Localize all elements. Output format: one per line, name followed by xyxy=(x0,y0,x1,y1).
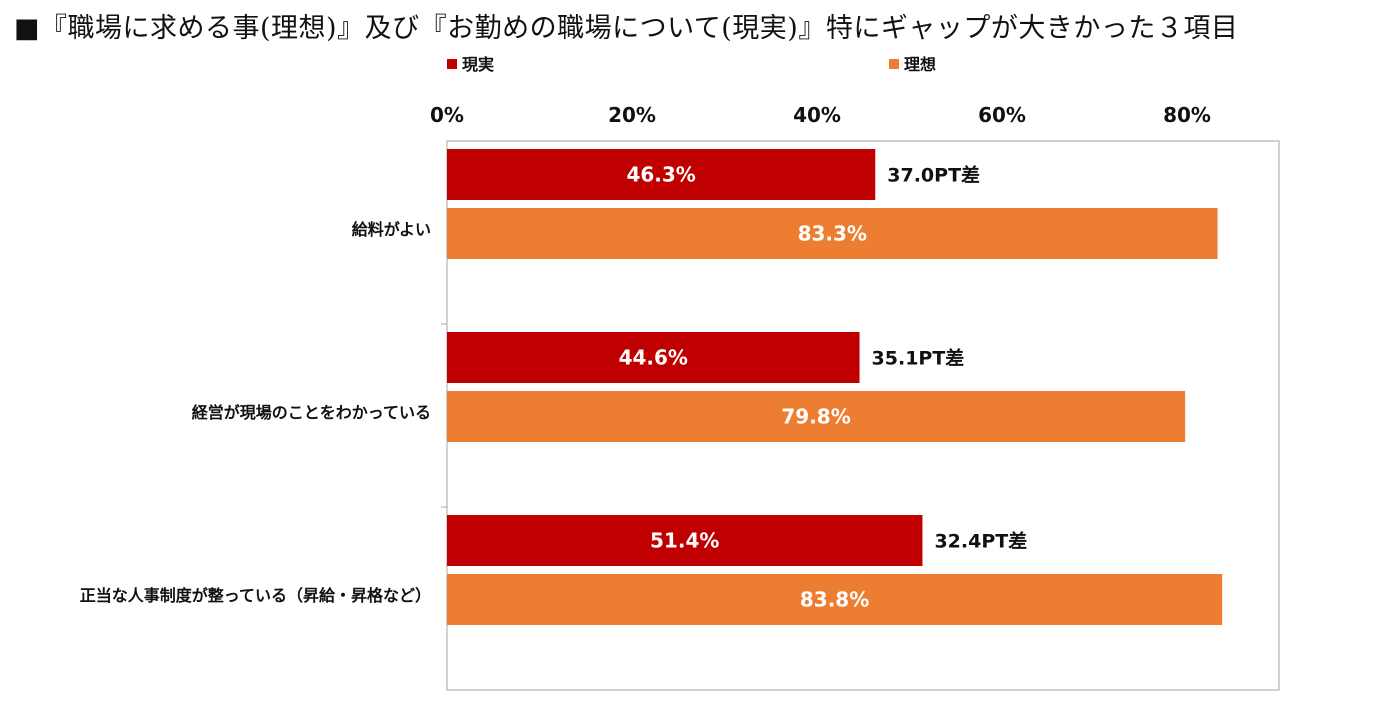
legend-swatch-reality xyxy=(447,59,457,69)
data-label-ideal: 83.8% xyxy=(800,588,869,612)
legend-label-ideal: 理想 xyxy=(904,55,936,74)
data-label-reality: 44.6% xyxy=(619,346,688,370)
gap-annotation: 35.1PT差 xyxy=(872,347,965,370)
data-label-ideal: 79.8% xyxy=(781,405,850,429)
x-tick-label: 80% xyxy=(1163,103,1211,127)
category-label: 給料がよい xyxy=(352,220,431,239)
bar-ideal xyxy=(447,574,1223,625)
gap-annotation: 32.4PT差 xyxy=(934,530,1027,553)
bar-ideal xyxy=(447,208,1218,259)
legend-label-reality: 現実 xyxy=(462,55,494,74)
legend-swatch-ideal xyxy=(889,59,899,69)
category-label: 経営が現場のことをわかっている xyxy=(192,403,431,422)
bar-ideal xyxy=(447,391,1186,442)
data-label-reality: 46.3% xyxy=(626,163,695,187)
bar-reality xyxy=(447,332,860,383)
gap-annotation: 37.0PT差 xyxy=(887,164,980,187)
data-label-reality: 51.4% xyxy=(650,529,719,553)
x-tick-label: 20% xyxy=(608,103,656,127)
page-title: ■『職場に求める事(理想)』及び『お勤めの職場について(現実)』特にギャップが大… xyxy=(14,13,1239,44)
bar-reality xyxy=(447,515,923,566)
category-label: 正当な人事制度が整っている（昇給・昇格など） xyxy=(80,586,431,605)
bar-reality xyxy=(447,149,876,200)
x-tick-label: 0% xyxy=(430,103,464,127)
x-tick-label: 60% xyxy=(978,103,1026,127)
x-tick-label: 40% xyxy=(793,103,841,127)
data-label-ideal: 83.3% xyxy=(798,222,867,246)
